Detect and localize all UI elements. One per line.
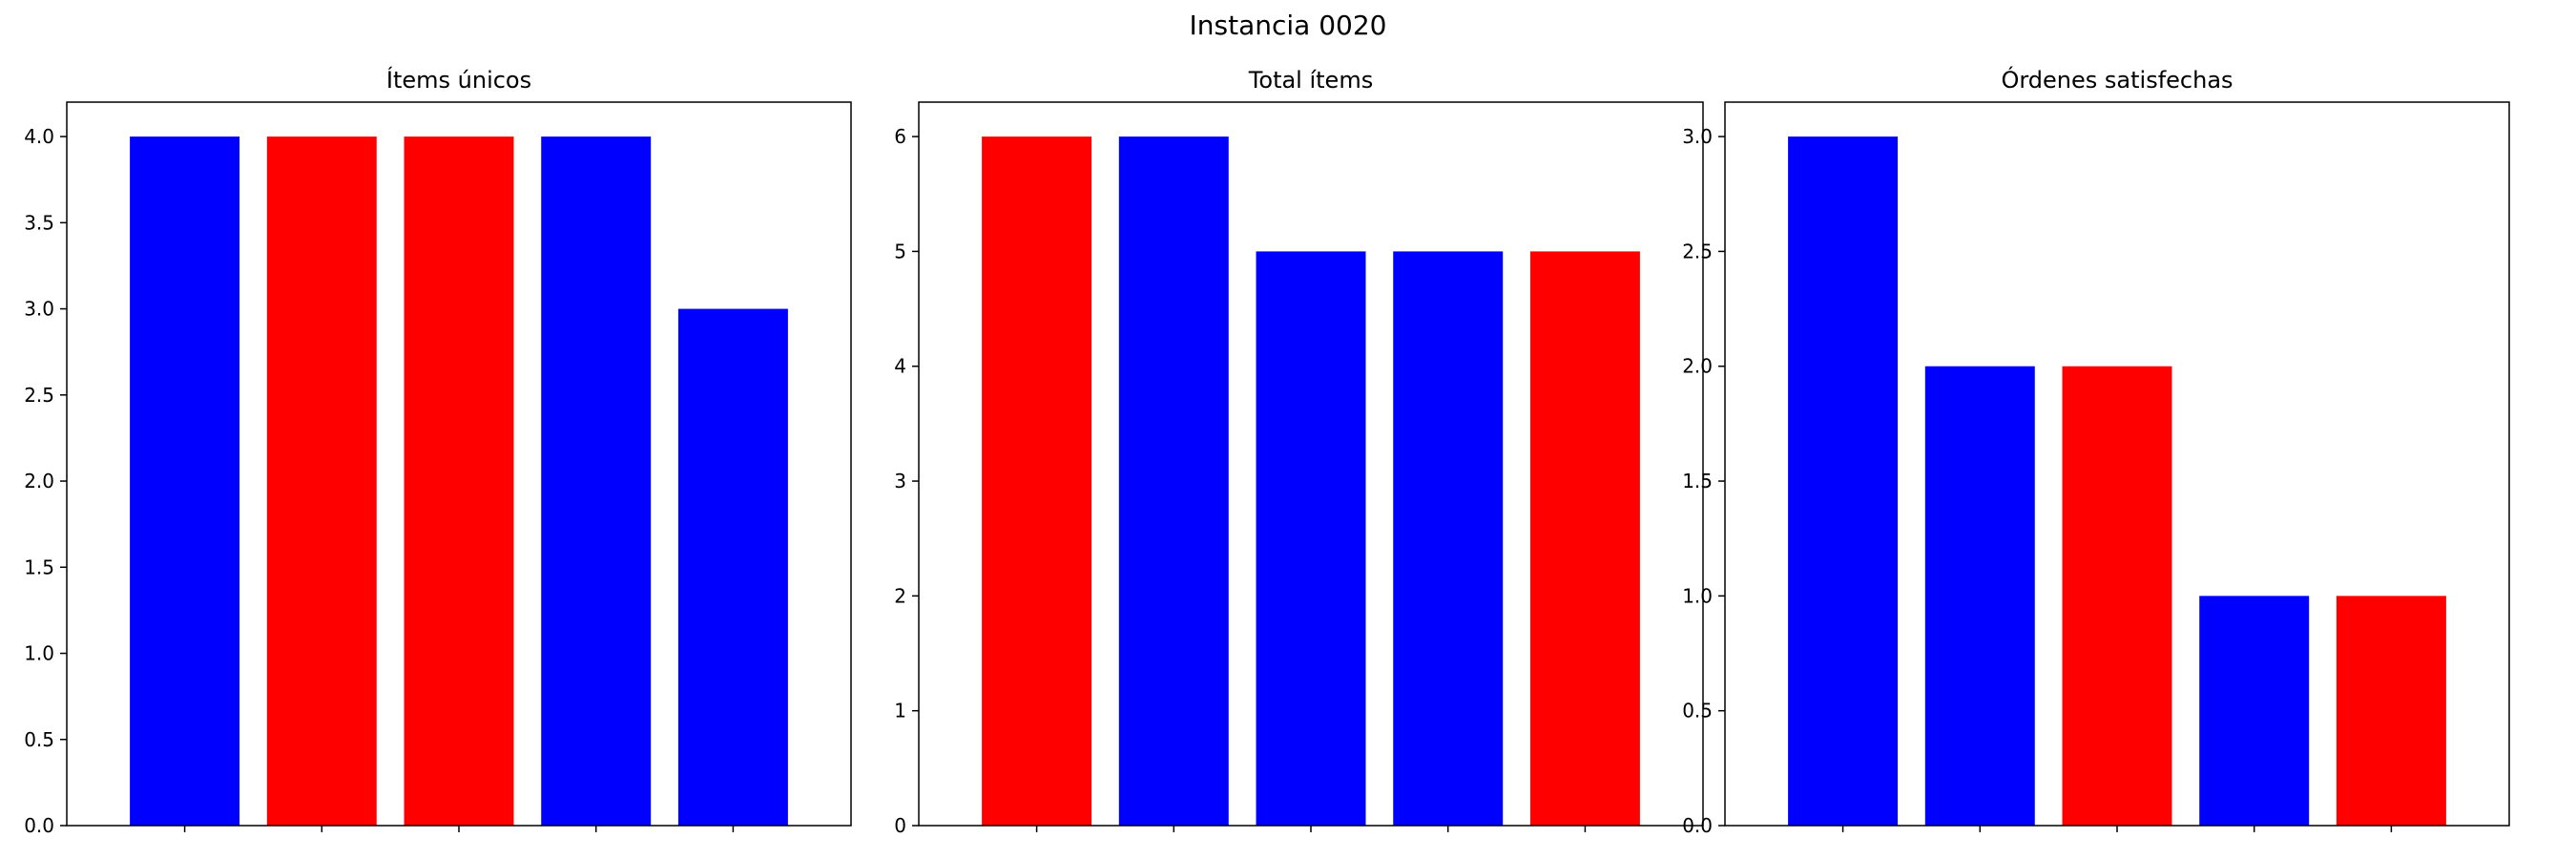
chart1-ytick-label-2: 0.5	[24, 728, 54, 751]
chart2-axes-frame	[918, 101, 1704, 827]
chart3-ytick-label-4: 1.5	[1682, 470, 1713, 492]
chart1-bar-2	[266, 136, 377, 827]
chart3-bar-1	[1788, 136, 1899, 827]
chart2-bar-4	[1393, 251, 1504, 826]
chart2-ytick-label-2: 1	[894, 700, 906, 723]
chart1-title: Ítems únicos	[386, 66, 531, 94]
chart2-title: Total ítems	[1248, 67, 1373, 94]
chart3-bar-3	[2062, 366, 2172, 826]
chart1-ytick-label-6: 2.5	[24, 384, 54, 407]
chart2-ytick-label-7: 6	[894, 125, 906, 148]
chart3-ytick-label-7: 3.0	[1682, 125, 1713, 148]
chart3-ytick-label-1: 0.0	[1682, 814, 1713, 837]
chart2-ytick-label-5: 4	[894, 355, 906, 378]
chart1-bar-3	[404, 136, 514, 827]
chart3-ytick-label-5: 2.0	[1682, 355, 1713, 378]
chart2-bar-3	[1256, 251, 1366, 826]
chart3-ytick-label-6: 2.5	[1682, 240, 1713, 262]
chart1-bar-4	[541, 136, 652, 827]
chart3-ytick-label-2: 0.5	[1682, 700, 1713, 723]
chart1-ytick-label-5: 2.0	[24, 470, 54, 492]
chart1-ytick-label-3: 1.0	[24, 642, 54, 665]
chart2-bar-1	[982, 136, 1092, 827]
chart3-bar-2	[1924, 366, 2035, 826]
chart1-ytick-label-9: 4.0	[24, 125, 54, 148]
chart3-title: Órdenes satisfechas	[2001, 65, 2233, 94]
chart2-ytick-label-4: 3	[894, 470, 906, 492]
chart1-ytick-label-8: 3.5	[24, 211, 54, 234]
chart1-bar-1	[130, 136, 240, 827]
chart2-bar-5	[1529, 251, 1640, 826]
chart3-bar-5	[2336, 596, 2446, 826]
chart1-ytick-label-7: 3.0	[24, 298, 54, 321]
chart2-bar-2	[1118, 136, 1229, 827]
chart1-ytick-label-1: 0.0	[24, 814, 54, 837]
chart3-bar-4	[2199, 596, 2310, 826]
chart1-ytick-label-4: 1.5	[24, 555, 54, 578]
chart3-ytick-label-3: 1.0	[1682, 584, 1713, 607]
chart2-ytick-label-3: 2	[894, 584, 906, 607]
chart1-bar-5	[677, 308, 788, 827]
chart1-axes-frame	[66, 101, 852, 827]
chart3-axes-frame	[1724, 101, 2510, 827]
chart2-ytick-label-6: 5	[894, 240, 906, 262]
figure-title: Instancia 0020	[1189, 10, 1387, 41]
chart2-ytick-label-1: 0	[894, 814, 906, 837]
